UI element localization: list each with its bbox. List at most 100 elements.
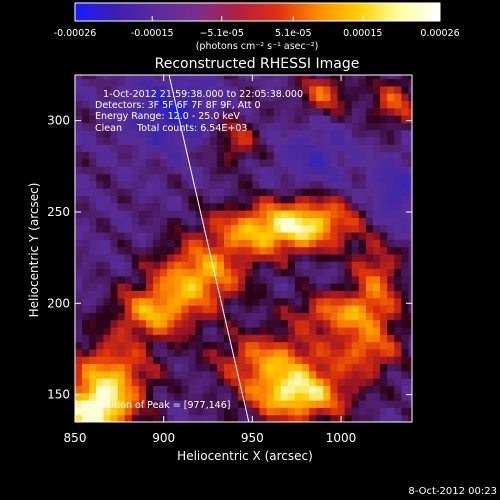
heatmap-cell (394, 348, 402, 357)
heatmap-cell (216, 166, 225, 175)
heatmap-cell (316, 195, 324, 204)
heatmap-cell (394, 334, 402, 343)
heatmap-cell (245, 180, 253, 189)
heatmap-cell (103, 151, 111, 160)
heatmap-cell (195, 75, 204, 80)
heatmap-cell (408, 232, 412, 240)
heatmap-cell (202, 290, 211, 299)
heatmap-cell (75, 210, 83, 218)
heatmap-cell (167, 261, 175, 270)
heatmap-cell (195, 232, 204, 240)
heatmap-cell (117, 166, 126, 175)
heatmap-cell (351, 319, 360, 328)
heatmap-cell (195, 93, 204, 102)
heatmap-cell (96, 93, 104, 102)
heatmap-cell (266, 290, 275, 299)
heatmap-cell (138, 85, 147, 94)
heatmap-cell (231, 122, 239, 131)
heatmap-cell (387, 188, 395, 197)
heatmap-cell (309, 122, 317, 131)
heatmap-cell (110, 159, 119, 167)
heatmap-cell (110, 378, 119, 386)
heatmap-cell (238, 78, 246, 87)
heatmap-cell (209, 319, 218, 328)
heatmap-cell (174, 407, 182, 416)
heatmap-cell (266, 202, 275, 211)
heatmap-cell (273, 407, 282, 416)
heatmap-cell (330, 363, 338, 372)
heatmap-cell (287, 334, 296, 343)
heatmap-cell (302, 173, 310, 182)
heatmap-cell (358, 385, 367, 394)
heatmap-cell (223, 173, 232, 182)
heatmap-cell (195, 312, 204, 321)
heatmap-cell (401, 202, 409, 211)
heatmap-cell (273, 305, 282, 313)
heatmap-cell (380, 180, 388, 189)
heatmap-cell (238, 217, 246, 226)
heatmap-cell (358, 78, 367, 87)
heatmap-cell (330, 239, 338, 248)
heatmap-cell (174, 414, 182, 422)
heatmap-cell (75, 137, 83, 145)
heatmap-cell (294, 151, 303, 160)
heatmap-cell (174, 122, 182, 131)
heatmap-cell (252, 180, 260, 189)
heatmap-cell (316, 268, 324, 277)
heatmap-cell (259, 107, 268, 116)
heatmap-cell (245, 173, 253, 182)
heatmap-cell (394, 85, 402, 94)
heatmap-cell (302, 93, 310, 102)
heatmap-cell (160, 363, 168, 372)
heatmap-cell (195, 188, 204, 197)
heatmap-cell (365, 297, 374, 306)
heatmap-cell (323, 210, 331, 218)
heatmap-cell (337, 305, 346, 313)
heatmap-cell (372, 327, 381, 335)
heatmap-cell (89, 188, 97, 197)
heatmap-cell (337, 166, 346, 175)
heatmap-cell (330, 202, 338, 211)
heatmap-cell (174, 188, 182, 197)
heatmap-cell (124, 151, 133, 160)
heatmap-cell (195, 239, 204, 248)
heatmap-cell (223, 275, 232, 284)
heatmap-cell (330, 180, 338, 189)
heatmap-cell (209, 78, 218, 87)
heatmap-cell (387, 75, 395, 80)
heatmap-cell (372, 159, 381, 167)
heatmap-cell (124, 378, 133, 386)
heatmap-cell (401, 144, 409, 153)
heatmap-cell (138, 327, 147, 335)
heatmap-cell (138, 385, 147, 394)
colorbar-tick-label: −5.1e-05 (199, 28, 243, 39)
heatmap-cell (145, 217, 154, 226)
heatmap-cell (103, 217, 111, 226)
heatmap-cell (351, 75, 360, 80)
heatmap-cell (245, 246, 253, 255)
heatmap-cell (89, 166, 97, 175)
heatmap-cell (216, 319, 225, 328)
heatmap-cell (124, 217, 133, 226)
heatmap-cell (372, 334, 381, 343)
heatmap-cell (316, 312, 324, 321)
heatmap-cell (401, 173, 409, 182)
heatmap-cell (372, 122, 381, 131)
heatmap-cell (387, 202, 395, 211)
heatmap-cell (351, 363, 360, 372)
heatmap-cell (131, 385, 140, 394)
heatmap-cell (223, 363, 232, 372)
heatmap-cell (358, 188, 367, 197)
heatmap-cell (216, 253, 225, 262)
heatmap-cell (153, 217, 161, 226)
heatmap-cell (131, 275, 140, 284)
heatmap-cell (387, 232, 395, 240)
heatmap-cell (174, 378, 182, 386)
heatmap-cell (252, 319, 260, 328)
heatmap-cell (96, 363, 104, 372)
heatmap-cell (294, 232, 303, 240)
heatmap-cell (75, 151, 83, 160)
heatmap-cell (131, 290, 140, 299)
heatmap-cell (280, 151, 289, 160)
heatmap-cell (145, 312, 154, 321)
